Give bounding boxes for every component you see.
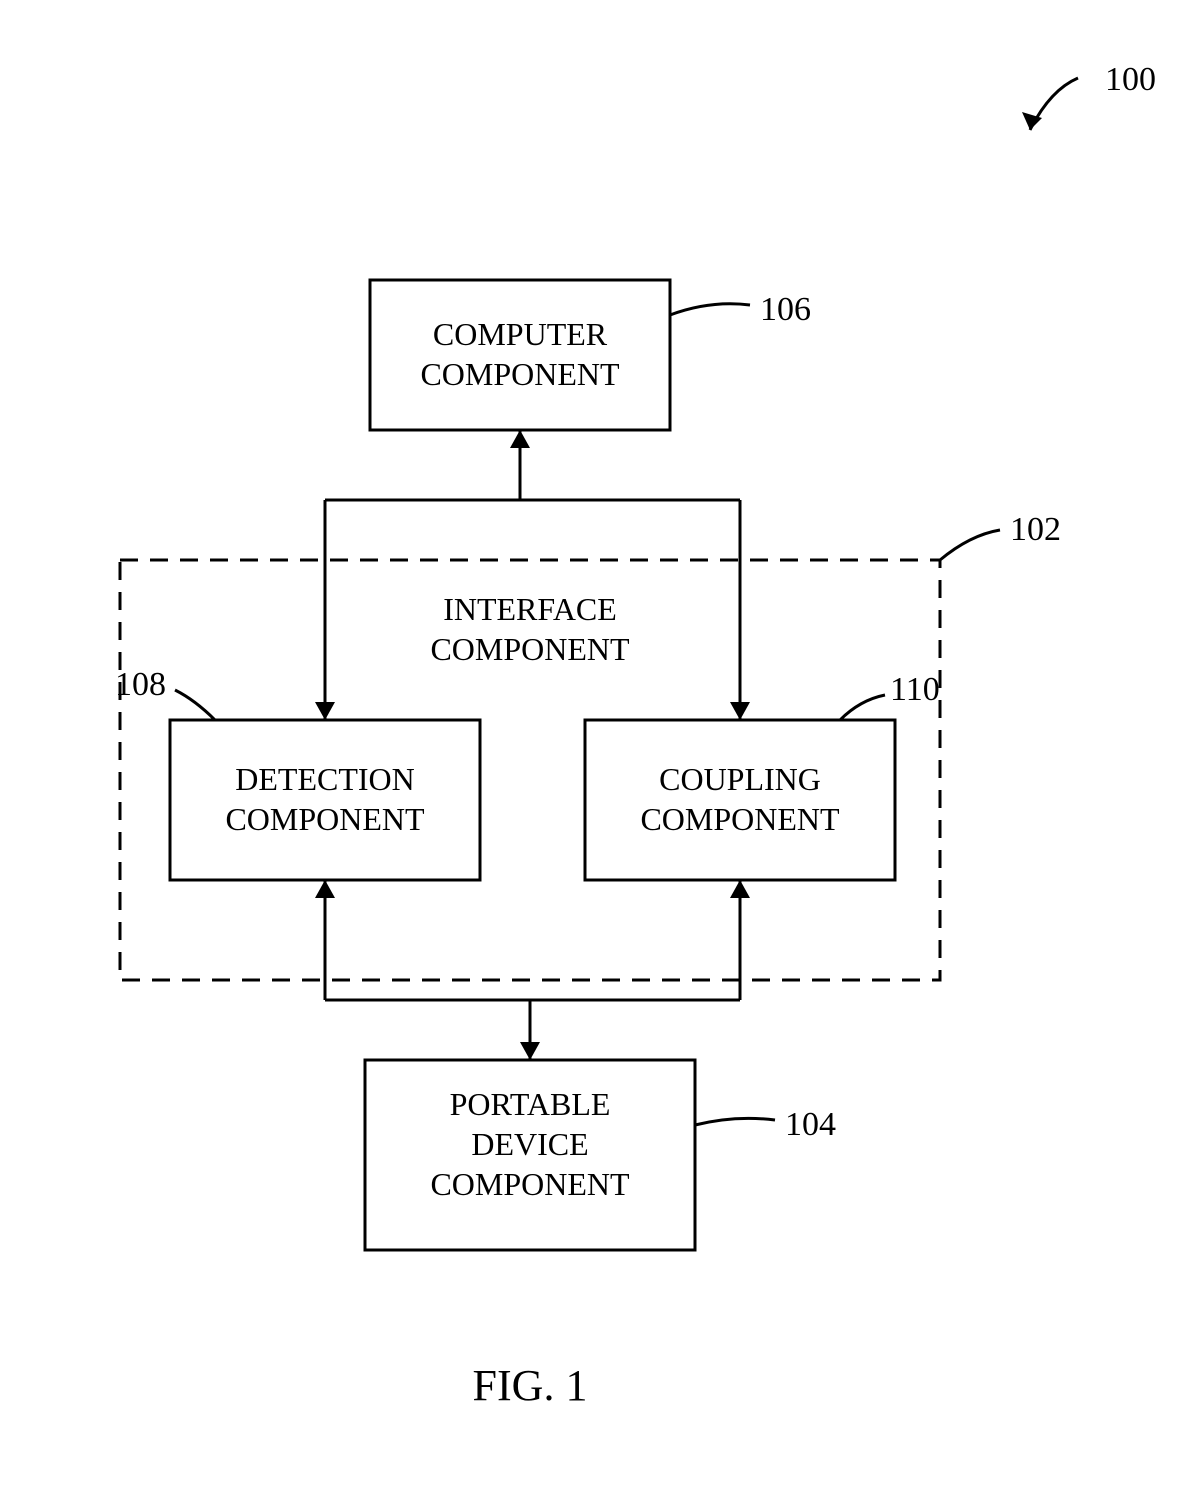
arrow-up-coupling — [730, 880, 750, 898]
diagram-canvas: 100 INTERFACE COMPONENT 102 COMPUTER COM… — [0, 0, 1193, 1496]
ref-110: 110 — [890, 671, 940, 708]
portable-label-3: COMPONENT — [430, 1166, 630, 1202]
ref-104-leader — [695, 1118, 775, 1125]
ref-100: 100 — [1105, 61, 1156, 98]
coupling-label-2: COMPONENT — [640, 801, 840, 837]
ref-102: 102 — [1010, 511, 1061, 548]
interface-label-2: COMPONENT — [430, 631, 630, 667]
detection-label-2: COMPONENT — [225, 801, 425, 837]
ref-108: 108 — [115, 666, 166, 703]
computer-label-1: COMPUTER — [433, 316, 608, 352]
ref-110-leader — [840, 695, 885, 720]
detection-box — [170, 720, 480, 880]
detection-label-1: DETECTION — [235, 761, 415, 797]
portable-label-2: DEVICE — [471, 1126, 588, 1162]
arrow-down-coupling — [730, 702, 750, 720]
coupling-box — [585, 720, 895, 880]
coupling-label-1: COUPLING — [659, 761, 821, 797]
computer-box — [370, 280, 670, 430]
arrow-down-detection — [315, 702, 335, 720]
portable-label-1: PORTABLE — [450, 1086, 611, 1122]
arrow-down-portable — [520, 1042, 540, 1060]
interface-label-1: INTERFACE — [443, 591, 617, 627]
ref-106: 106 — [760, 291, 811, 328]
ref-108-leader — [175, 690, 215, 720]
arrow-up-computer — [510, 430, 530, 448]
figure-caption: FIG. 1 — [473, 1361, 588, 1410]
ref-102-leader — [940, 530, 1000, 560]
ref-106-leader — [670, 304, 750, 315]
computer-label-2: COMPONENT — [420, 356, 620, 392]
arrow-up-detection — [315, 880, 335, 898]
ref-104: 104 — [785, 1106, 836, 1143]
